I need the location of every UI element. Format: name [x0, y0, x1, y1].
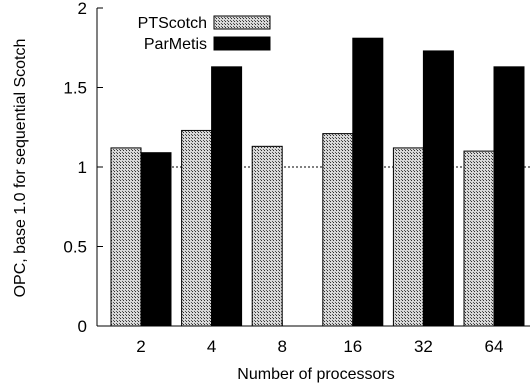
bars [110, 37, 525, 327]
legend-label-parmetis: ParMetis [144, 36, 207, 53]
bar-ptscotch-16 [322, 133, 354, 327]
bar-ptscotch-32 [392, 147, 424, 327]
y-tick-label: 2 [78, 0, 87, 18]
x-axis-ticks: 2 4 8 16 32 64 [136, 320, 503, 356]
y-tick-label: 1 [78, 158, 87, 177]
y-axis-label: OPC, base 1.0 for sequential Scotch [12, 39, 29, 298]
bar-ptscotch-8 [251, 145, 283, 327]
x-tick-label: 2 [136, 337, 145, 356]
y-axis-ticks: 0 0.5 1 1.5 2 [63, 0, 103, 336]
legend-swatch-parmetis [213, 36, 271, 51]
bar-parmetis-64 [493, 66, 525, 327]
x-axis-label: Number of processors [237, 366, 394, 383]
x-tick-label: 64 [485, 337, 504, 356]
bar-parmetis-2 [140, 152, 172, 327]
bar-ptscotch-4 [181, 129, 213, 327]
bar-parmetis-4 [211, 66, 243, 327]
bar-ptscotch-64 [463, 150, 495, 327]
x-tick-label: 8 [277, 337, 286, 356]
y-tick-label: 0 [78, 317, 87, 336]
legend: PTScotch ParMetis [138, 15, 271, 53]
x-tick-label: 4 [207, 337, 216, 356]
y-tick-label: 1.5 [63, 79, 87, 98]
legend-label-ptscotch: PTScotch [138, 15, 207, 32]
bar-ptscotch-2 [110, 147, 142, 327]
y-tick-label: 0.5 [63, 238, 87, 257]
bar-parmetis-32 [422, 50, 454, 327]
legend-swatch-ptscotch [213, 15, 271, 30]
bar-parmetis-16 [352, 37, 384, 327]
x-tick-label: 32 [414, 337, 433, 356]
x-tick-label: 16 [343, 337, 362, 356]
